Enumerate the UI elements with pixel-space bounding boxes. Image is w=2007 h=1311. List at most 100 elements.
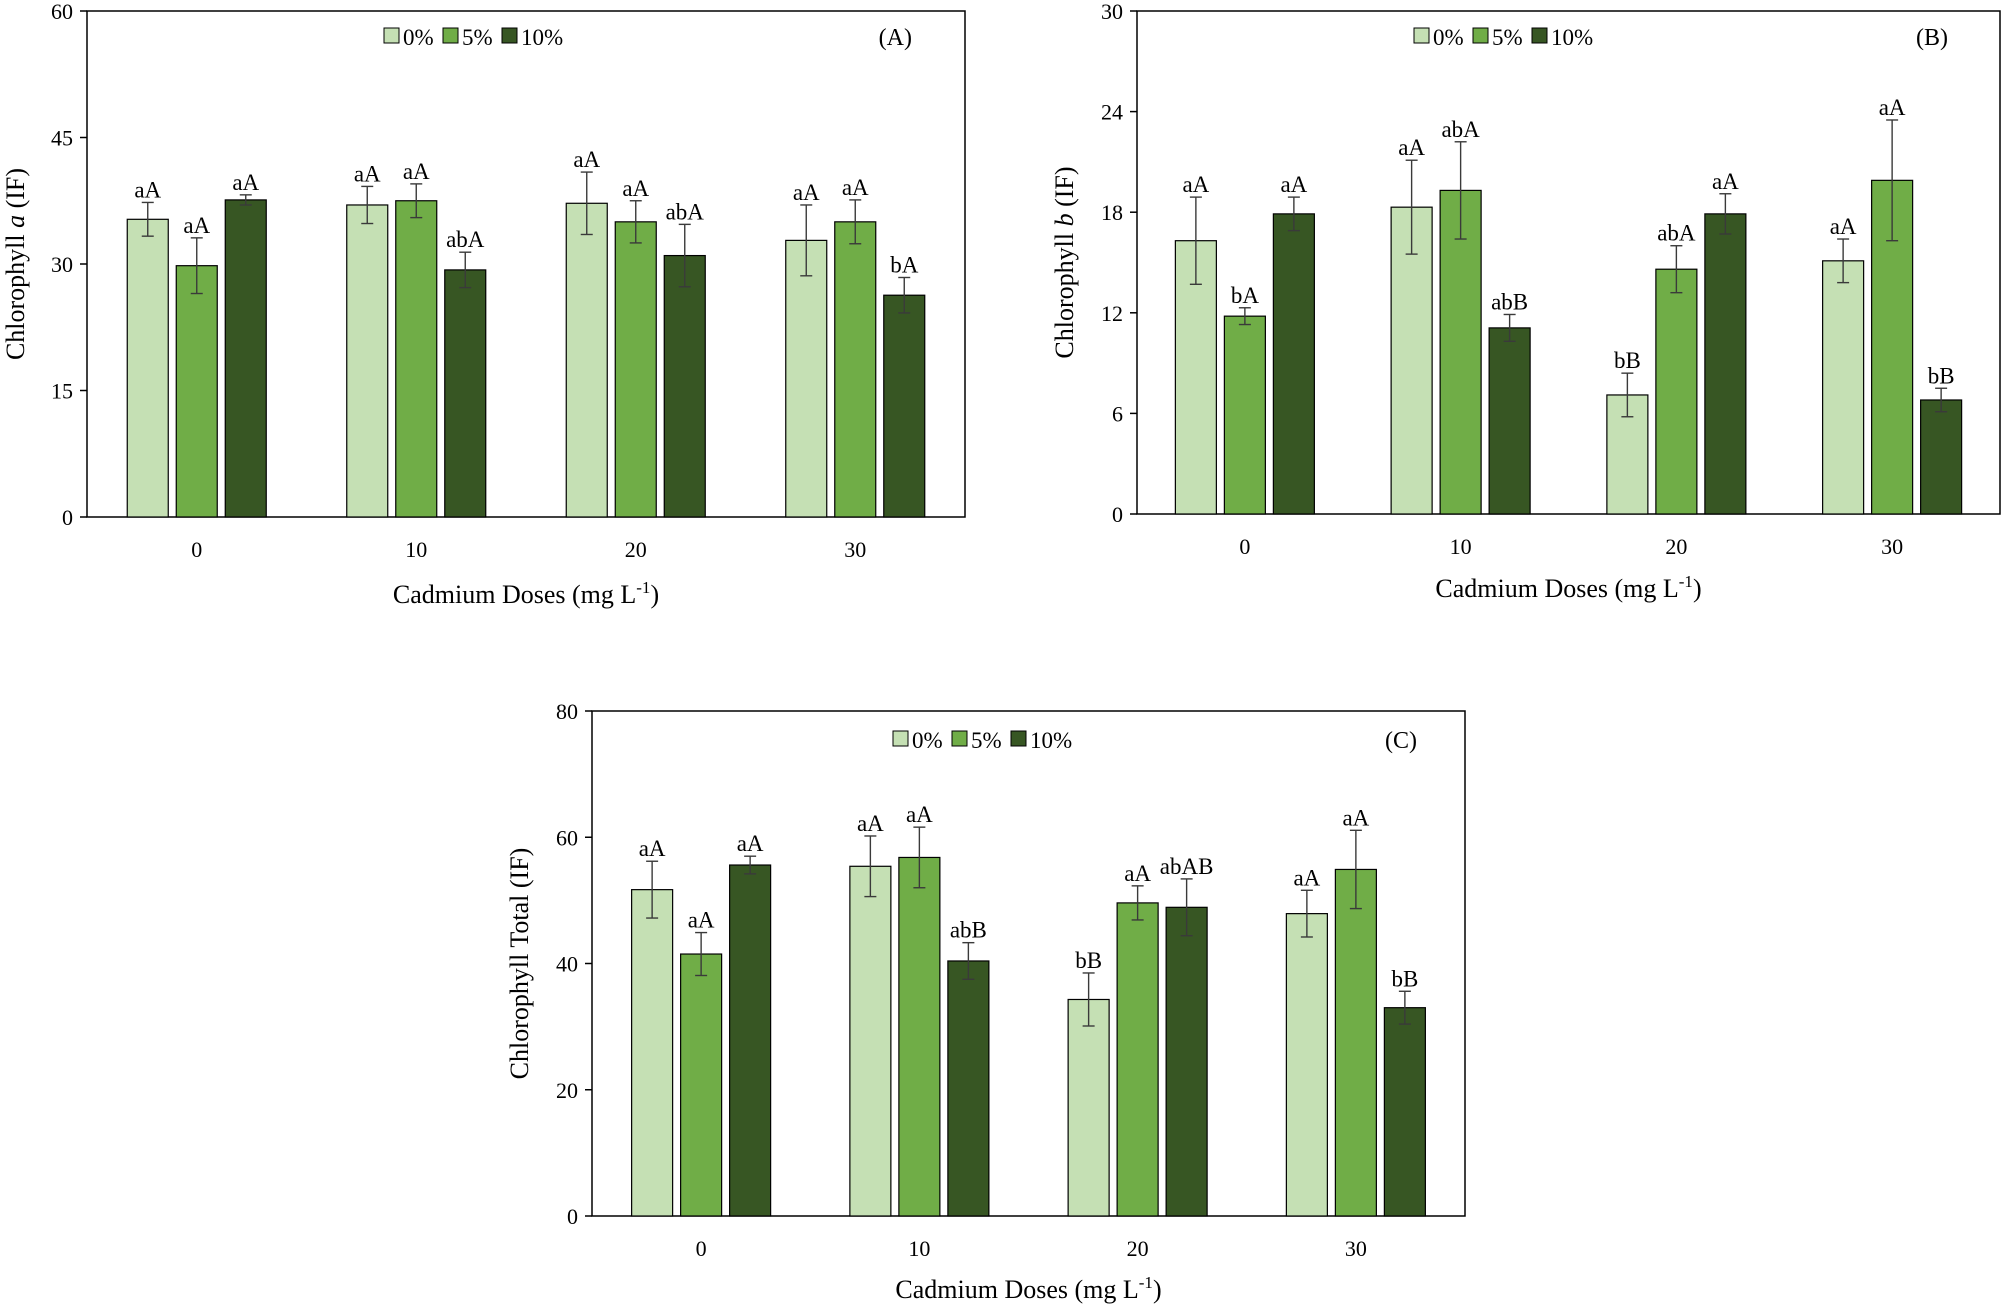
y-tick-label: 30: [1101, 0, 1123, 24]
bar: [444, 269, 487, 518]
significance-label: aA: [1124, 861, 1151, 886]
panel-a-chart: 0 15 30 45 60 aA aA aA 0 aA aA abA 10 aA aA abA 20 aA aA bA…: [1, 0, 966, 609]
y-tick-label: 0: [567, 1204, 578, 1229]
significance-label: abA: [1657, 221, 1696, 246]
x-tick-label: 30: [1345, 1236, 1367, 1261]
bar: [947, 960, 990, 1217]
y-tick-label: 40: [556, 952, 578, 977]
legend-swatch: [383, 27, 400, 44]
legend-label: 5%: [462, 25, 493, 50]
x-axis-title: Cadmium Doses (mg L-1): [1435, 572, 1701, 603]
x-tick-label: 10: [908, 1236, 930, 1261]
x-axis-title-close: ): [1693, 574, 1702, 603]
significance-label: abA: [666, 199, 705, 224]
significance-label: bB: [1075, 948, 1102, 973]
significance-label: aA: [793, 180, 820, 205]
significance-label: aA: [688, 908, 715, 933]
significance-label: aA: [737, 831, 764, 856]
x-axis-title-superscript: -1: [1679, 572, 1693, 591]
legend-label: 10%: [521, 25, 563, 50]
bar: [614, 221, 657, 518]
legend-swatch: [892, 730, 909, 747]
bar: [1488, 327, 1531, 515]
significance-label: aA: [1712, 169, 1739, 194]
bar: [1067, 998, 1110, 1217]
bar: [898, 856, 941, 1217]
significance-label: aA: [842, 175, 869, 200]
significance-label: aA: [183, 213, 210, 238]
bar: [1655, 268, 1698, 515]
legend-swatch: [1413, 27, 1430, 44]
x-axis-title-close: ): [1153, 1275, 1162, 1304]
significance-label: aA: [1342, 805, 1369, 830]
significance-label: abB: [950, 918, 987, 943]
bar: [1704, 213, 1747, 515]
plot-frame: [86, 10, 966, 518]
y-tick-label: 60: [556, 825, 578, 850]
significance-label: aA: [1879, 95, 1906, 120]
bar: [224, 199, 267, 518]
significance-label: aA: [1293, 865, 1320, 890]
y-tick-label: 30: [51, 252, 73, 277]
legend-swatch: [442, 27, 459, 44]
significance-label: aA: [403, 159, 430, 184]
y-tick-label: 6: [1112, 401, 1123, 426]
legend-swatch: [1010, 730, 1027, 747]
bar: [1165, 906, 1208, 1217]
panel-label: (B): [1916, 25, 1948, 51]
x-tick-label: 20: [1127, 1236, 1149, 1261]
significance-label: aA: [1830, 214, 1857, 239]
y-axis-title: Chlorophyll b (IF): [1050, 166, 1079, 358]
legend-swatch: [1531, 27, 1548, 44]
y-axis-title-italic: a: [1, 215, 30, 228]
legend-label: 5%: [1492, 25, 1523, 50]
y-tick-label: 20: [556, 1078, 578, 1103]
x-tick-label: 0: [1239, 534, 1250, 559]
x-tick-label: 10: [1450, 534, 1472, 559]
bar: [1223, 315, 1266, 515]
bar: [1285, 913, 1328, 1217]
bar: [395, 200, 438, 518]
significance-label: aA: [906, 802, 933, 827]
bar: [1116, 902, 1159, 1217]
y-tick-label: 45: [51, 126, 73, 151]
legend-label: 0%: [403, 25, 434, 50]
panel-label: (A): [879, 25, 912, 51]
x-axis-title-close: ): [650, 580, 659, 609]
y-tick-label: 18: [1101, 200, 1123, 225]
significance-label: aA: [232, 170, 259, 195]
significance-label: abA: [1441, 117, 1480, 142]
x-axis-title-main: Cadmium Doses (mg L: [895, 1275, 1138, 1304]
y-tick-label: 12: [1101, 301, 1123, 326]
x-tick-label: 30: [844, 537, 866, 562]
significance-label: bA: [890, 252, 919, 277]
significance-label: aA: [134, 177, 161, 202]
y-tick-label: 15: [51, 379, 73, 404]
x-axis-title-main: Cadmium Doses (mg L: [393, 580, 636, 609]
x-tick-label: 0: [696, 1236, 707, 1261]
legend-swatch: [951, 730, 968, 747]
bar: [883, 294, 926, 518]
significance-label: abAB: [1160, 854, 1214, 879]
legend-swatch: [1472, 27, 1489, 44]
significance-label: aA: [622, 176, 649, 201]
plot-frame: [591, 710, 1466, 1217]
y-axis-title-italic: b: [1050, 213, 1079, 226]
y-axis-title-suffix: (IF): [1, 168, 30, 215]
significance-label: bB: [1614, 348, 1641, 373]
y-axis-title-main: Chlorophyll Total (IF): [505, 848, 534, 1080]
legend-label: 0%: [1433, 25, 1464, 50]
bar: [565, 202, 608, 518]
y-tick-label: 0: [1112, 502, 1123, 527]
significance-label: aA: [1398, 135, 1425, 160]
legend-label: 10%: [1551, 25, 1593, 50]
y-axis-title: Chlorophyll Total (IF): [505, 848, 534, 1080]
bar: [126, 218, 169, 518]
plot-frame: [1136, 10, 2001, 515]
significance-label: aA: [1182, 172, 1209, 197]
panel-label: (C): [1385, 728, 1417, 754]
significance-label: bA: [1231, 283, 1260, 308]
bar: [785, 239, 828, 518]
bar: [1174, 240, 1217, 515]
